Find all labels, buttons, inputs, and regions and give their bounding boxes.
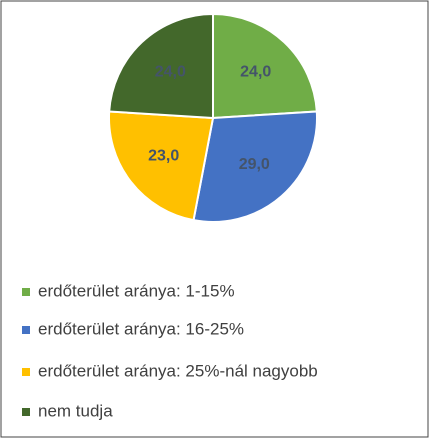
legend-label: erdőterület aránya: 25%-nál nagyobb: [38, 361, 318, 380]
pie-slice: [212, 12, 318, 120]
legend-swatch: [22, 288, 30, 296]
data-label: 23,0: [148, 147, 179, 164]
data-label: 24,0: [240, 64, 271, 81]
legend-label: nem tudja: [38, 401, 113, 420]
data-label: 29,0: [239, 156, 270, 173]
legend-label: erdőterület aránya: 16-25%: [38, 319, 244, 338]
legend-swatch: [22, 368, 30, 376]
legend-label: erdőterület aránya: 1-15%: [38, 281, 235, 300]
legend-swatch: [22, 326, 30, 334]
pie-slice: [192, 110, 318, 223]
pie-slice: [108, 12, 214, 120]
legend-swatch: [22, 408, 30, 416]
pie-slice: [108, 110, 215, 222]
data-label: 24,0: [155, 64, 186, 81]
